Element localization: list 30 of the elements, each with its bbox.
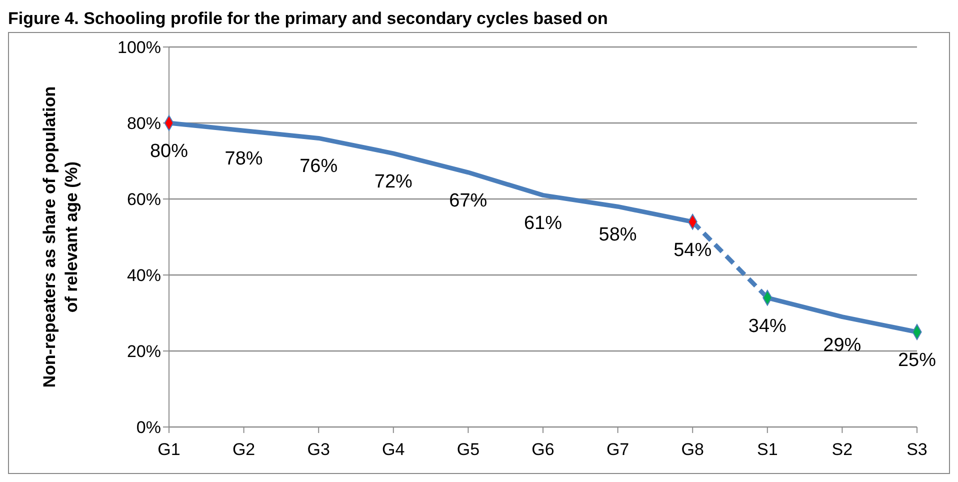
chart-title: Figure 4. Schooling profile for the primary and secondary cycles based on (8, 8, 609, 30)
y-tick-label: 40% (126, 266, 161, 286)
data-label: 76% (300, 156, 338, 178)
x-tick-label: G8 (681, 440, 704, 460)
x-tick-label: S1 (757, 440, 778, 460)
data-label: 54% (674, 240, 712, 261)
x-tick-label: G3 (307, 440, 330, 460)
x-tick-label: G7 (606, 440, 630, 460)
y-axis-title: Non-repeaters as share of population of relevant age (%) (40, 86, 81, 388)
data-label: 34% (748, 316, 787, 337)
data-label: 67% (449, 190, 488, 212)
data-label: 61% (524, 213, 562, 234)
y-tick-label: 0% (136, 418, 161, 438)
data-label: 72% (374, 171, 413, 192)
y-tick-label: 80% (126, 114, 161, 134)
x-tick-label: G1 (158, 440, 180, 460)
x-tick-label: G4 (382, 440, 405, 460)
data-label: 25% (898, 350, 936, 371)
data-label: 78% (224, 148, 263, 170)
x-tick-label: S2 (832, 440, 853, 460)
data-label: 58% (598, 224, 637, 246)
x-tick-label: S3 (906, 440, 928, 460)
y-tick-label: 60% (126, 190, 161, 210)
x-tick-label: G2 (232, 440, 256, 460)
data-label: 29% (823, 334, 862, 356)
y-tick-label: 100% (118, 38, 161, 58)
x-tick-label: G5 (456, 440, 480, 460)
data-label: 80% (150, 141, 188, 162)
x-tick-label: G6 (532, 440, 554, 460)
y-tick-label: 20% (126, 342, 161, 362)
